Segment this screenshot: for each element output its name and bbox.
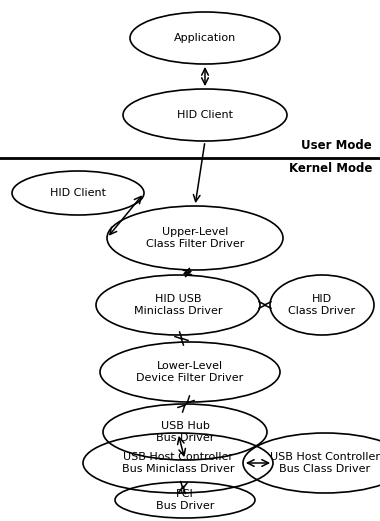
Text: Upper-Level
Class Filter Driver: Upper-Level Class Filter Driver: [146, 227, 244, 249]
Text: PCI
Bus Driver: PCI Bus Driver: [156, 489, 214, 511]
Text: Kernel Mode: Kernel Mode: [289, 162, 372, 175]
Text: Lower-Level
Device Filter Driver: Lower-Level Device Filter Driver: [136, 361, 244, 383]
Text: HID USB
Miniclass Driver: HID USB Miniclass Driver: [134, 294, 222, 316]
Text: User Mode: User Mode: [301, 139, 372, 152]
Text: HID
Class Driver: HID Class Driver: [288, 294, 356, 316]
Text: HID Client: HID Client: [50, 188, 106, 198]
Text: Application: Application: [174, 33, 236, 43]
Text: USB Host Controller
Bus Miniclass Driver: USB Host Controller Bus Miniclass Driver: [122, 452, 234, 474]
Text: USB Hub
Bus Driver: USB Hub Bus Driver: [156, 421, 214, 443]
Text: USB Host Controller
Bus Class Driver: USB Host Controller Bus Class Driver: [270, 452, 380, 474]
Text: HID Client: HID Client: [177, 110, 233, 120]
